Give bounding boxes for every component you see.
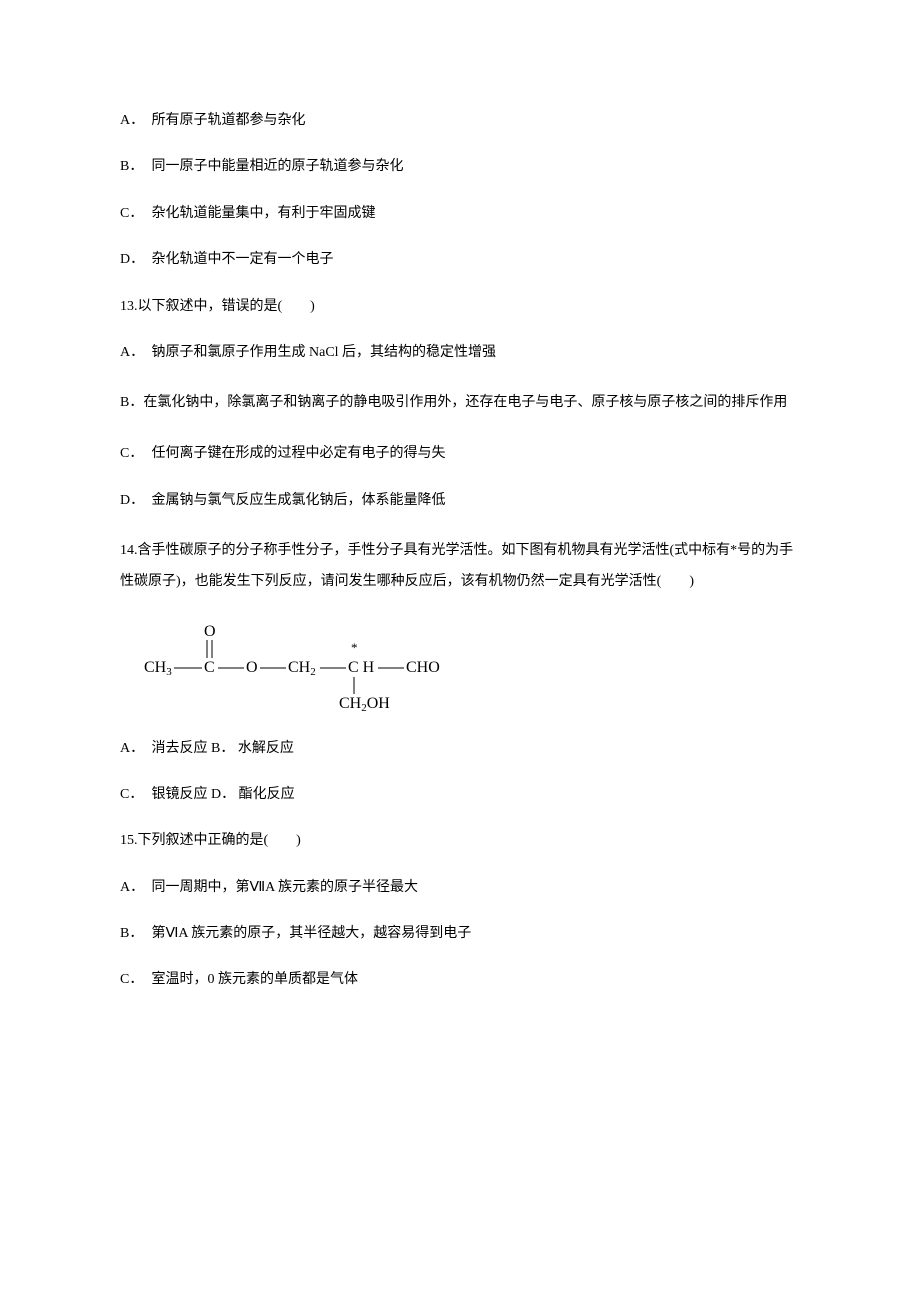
- option-label: C．: [120, 969, 148, 991]
- chiral-star: *: [351, 640, 358, 655]
- option-text: 第ⅥA 族元素的原子，其半径越大，越容易得到电子: [152, 926, 472, 941]
- c-text: C: [204, 659, 215, 676]
- q15-option-a: A． 同一周期中，第ⅦA 族元素的原子半径最大: [120, 877, 800, 899]
- option-label: D．: [120, 490, 148, 512]
- option-text: 杂化轨道中不一定有一个电子: [152, 252, 334, 267]
- option-text: 任何离子键在形成的过程中必定有电子的得与失: [152, 446, 446, 461]
- ch2oh-text: CH2OH: [339, 695, 390, 714]
- q13-option-a: A． 钠原子和氯原子作用生成 NaCl 后，其结构的稳定性增强: [120, 342, 800, 364]
- q14-option-row-ab: A． 消去反应 B． 水解反应: [120, 738, 800, 760]
- q12-option-c: C． 杂化轨道能量集中，有利于牢固成键: [120, 203, 800, 225]
- q13-option-b: B．在氯化钠中，除氯离子和钠离子的静电吸引作用外，还存在电子与电子、原子核与原子…: [120, 388, 800, 419]
- q12-option-d: D． 杂化轨道中不一定有一个电子: [120, 249, 800, 271]
- option-label: C．: [120, 443, 148, 465]
- q13-stem: 13.以下叙述中，错误的是( ): [120, 296, 800, 318]
- q13-option-d: D． 金属钠与氯气反应生成氯化钠后，体系能量降低: [120, 490, 800, 512]
- option-label: A．: [120, 738, 148, 760]
- ch2-text: CH2: [288, 659, 316, 678]
- option-text: 所有原子轨道都参与杂化: [152, 113, 306, 128]
- option-text: 消去反应: [152, 741, 208, 756]
- q15-option-b: B． 第ⅥA 族元素的原子，其半径越大，越容易得到电子: [120, 923, 800, 945]
- q12-option-a: A． 所有原子轨道都参与杂化: [120, 110, 800, 132]
- q14-structure-figure: CH3 C O O CH2 *: [120, 622, 800, 714]
- o-bridge-text: O: [246, 659, 258, 676]
- option-text: 同一周期中，第ⅦA 族元素的原子半径最大: [152, 880, 419, 895]
- o-double-text: O: [204, 623, 216, 640]
- ch3-text: CH3: [144, 659, 172, 678]
- option-label: D．: [211, 787, 235, 802]
- cho-text: CHO: [406, 659, 440, 676]
- option-label: D．: [120, 249, 148, 271]
- q14-stem: 14.含手性碳原子的分子称手性分子，手性分子具有光学活性。如下图有机物具有光学活…: [120, 536, 800, 598]
- option-label: B．: [120, 923, 148, 945]
- option-text: 钠原子和氯原子作用生成 NaCl 后，其结构的稳定性增强: [152, 345, 497, 360]
- chemical-structure-svg: CH3 C O O CH2 *: [144, 622, 484, 714]
- option-label: C．: [120, 784, 148, 806]
- option-label: A．: [120, 342, 148, 364]
- q13-option-c: C． 任何离子键在形成的过程中必定有电子的得与失: [120, 443, 800, 465]
- option-text: 水解反应: [238, 741, 294, 756]
- option-label: B．: [120, 156, 148, 178]
- option-text: 金属钠与氯气反应生成氯化钠后，体系能量降低: [152, 493, 446, 508]
- q15-stem: 15.下列叙述中正确的是( ): [120, 830, 800, 852]
- q15-option-c: C． 室温时，0 族元素的单质都是气体: [120, 969, 800, 991]
- option-label: C．: [120, 203, 148, 225]
- option-text: 在氯化钠中，除氯离子和钠离子的静电吸引作用外，还存在电子与电子、原子核与原子核之…: [143, 395, 787, 410]
- option-label: B．: [211, 741, 234, 756]
- q14-option-row-cd: C． 银镜反应 D． 酯化反应: [120, 784, 800, 806]
- page: A． 所有原子轨道都参与杂化 B． 同一原子中能量相近的原子轨道参与杂化 C． …: [0, 0, 920, 1302]
- option-label: A．: [120, 110, 148, 132]
- option-text: 室温时，0 族元素的单质都是气体: [152, 972, 359, 987]
- option-label: A．: [120, 877, 148, 899]
- option-text: 同一原子中能量相近的原子轨道参与杂化: [152, 159, 404, 174]
- option-label: B．: [120, 395, 143, 410]
- option-text: 银镜反应: [152, 787, 208, 802]
- option-text: 杂化轨道能量集中，有利于牢固成键: [152, 206, 376, 221]
- option-text: 酯化反应: [239, 787, 295, 802]
- chiral-c-text: C H: [348, 659, 375, 676]
- q12-option-b: B． 同一原子中能量相近的原子轨道参与杂化: [120, 156, 800, 178]
